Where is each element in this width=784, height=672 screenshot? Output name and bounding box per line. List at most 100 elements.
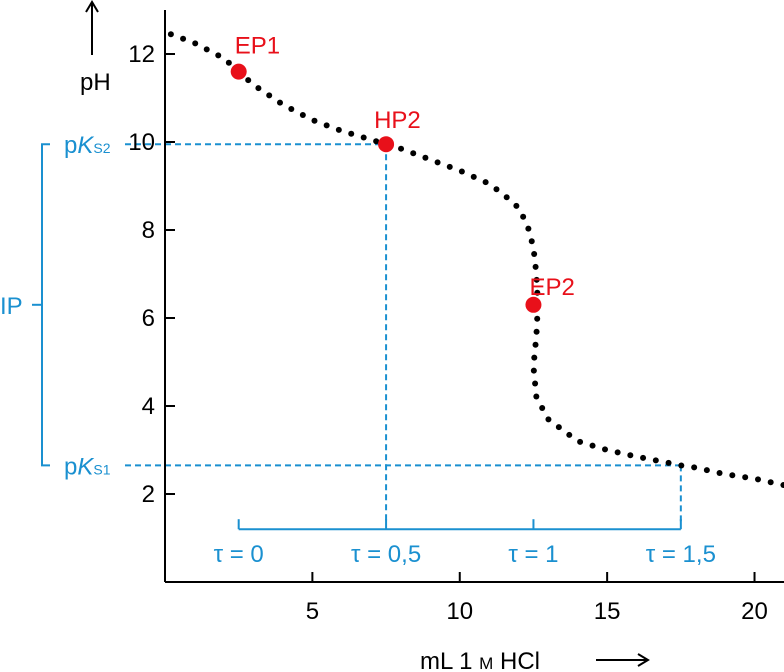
curve-dot-1 xyxy=(180,35,187,42)
ref-label-s2: pKS2 xyxy=(64,132,111,159)
point-label-hp2: HP2 xyxy=(374,107,421,134)
tau-label-2: τ = 1 xyxy=(508,541,558,568)
curve-dot-65 xyxy=(767,479,774,486)
curve-dot-21 xyxy=(410,150,417,157)
curve-dot-44 xyxy=(532,380,539,387)
curve-dot-9 xyxy=(266,92,273,99)
curve-dot-29 xyxy=(503,194,510,201)
curve-dot-28 xyxy=(493,186,500,193)
curve-dot-35 xyxy=(532,263,539,270)
tau-label-3: τ = 1,5 xyxy=(646,541,716,568)
curve-dot-3 xyxy=(203,46,210,53)
x-axis-label: mL 1 M HCl xyxy=(420,648,540,672)
ref-label-s1: pKS1 xyxy=(64,453,111,480)
curve-dot-26 xyxy=(470,173,477,180)
curve-dot-33 xyxy=(528,238,535,245)
tick-layer: 5 10 15 20 2 4 6 8 10 12 xyxy=(128,41,768,625)
curve-dot-55 xyxy=(640,454,647,461)
curve-dot-37 xyxy=(534,289,541,296)
point-label-ep1: EP1 xyxy=(235,33,280,60)
curve-dot-18 xyxy=(373,138,380,145)
curve-dot-39 xyxy=(534,315,541,322)
curve-dot-24 xyxy=(446,163,453,170)
curve-dot-2 xyxy=(192,40,199,47)
annotation-layer: pKS2 pKS1 IP τ = 0 τ = 0,5 τ = 1 τ = 1,5 xyxy=(0,132,716,568)
curve-dot-7 xyxy=(245,77,252,84)
x-tick-label-2: 15 xyxy=(594,598,621,625)
curve-dot-61 xyxy=(716,469,723,476)
curve-dot-42 xyxy=(531,354,538,361)
tau-label-1: τ = 0,5 xyxy=(351,541,421,568)
curve-dot-17 xyxy=(360,134,367,141)
curve-dot-49 xyxy=(566,431,573,438)
x-tick-label-0: 5 xyxy=(306,598,319,625)
curve-dot-16 xyxy=(348,130,355,137)
curve-dot-5 xyxy=(225,59,232,66)
curve-dot-47 xyxy=(545,416,552,423)
curve-dot-57 xyxy=(665,459,672,466)
curve-dot-30 xyxy=(513,202,520,209)
curve-dot-43 xyxy=(530,367,537,374)
curve-dot-56 xyxy=(652,457,659,464)
curve-dot-66 xyxy=(780,482,784,489)
x-axis-label-part-1: mL 1 xyxy=(420,648,479,672)
curve-dot-15 xyxy=(335,126,342,133)
curve-dot-14 xyxy=(323,122,330,129)
titration-curve xyxy=(167,31,784,489)
curve-dot-36 xyxy=(533,276,540,283)
y-tick-label-4: 10 xyxy=(128,129,155,156)
tau-label-0: τ = 0 xyxy=(214,541,264,568)
y-tick-label-1: 4 xyxy=(142,393,155,420)
curve-dot-41 xyxy=(532,341,539,348)
y-tick-label-0: 2 xyxy=(142,481,155,508)
point-ep1 xyxy=(230,63,247,80)
curve-dot-4 xyxy=(215,52,222,59)
x-tick-label-3: 20 xyxy=(741,598,768,625)
curve-dot-23 xyxy=(434,159,441,166)
ip-bracket xyxy=(41,143,50,467)
curve-dot-54 xyxy=(627,452,634,459)
curve-dot-10 xyxy=(276,99,283,106)
point-hp2 xyxy=(378,136,395,153)
axes xyxy=(85,0,784,667)
curve-dot-0 xyxy=(167,31,174,38)
curve-dot-62 xyxy=(729,472,736,479)
curve-dot-48 xyxy=(555,424,562,431)
curve-dot-8 xyxy=(255,85,262,92)
y-tick-label-2: 6 xyxy=(142,305,155,332)
y-tick-label-5: 12 xyxy=(128,41,155,68)
x-axis-label-unit: M xyxy=(479,654,493,672)
y-axis-arrow-head xyxy=(85,0,99,13)
curve-dot-60 xyxy=(703,467,710,474)
curve-dot-12 xyxy=(299,112,306,119)
curve-dot-31 xyxy=(520,213,527,220)
curve-dot-58 xyxy=(678,462,685,469)
curve-dot-20 xyxy=(398,145,405,152)
x-axis-arrow-head xyxy=(637,653,650,667)
x-axis-label-part-2: HCl xyxy=(493,648,540,672)
curve-dot-59 xyxy=(691,464,698,471)
x-tick-label-1: 10 xyxy=(446,598,473,625)
curve-dot-64 xyxy=(755,476,762,483)
point-label-ep2: EP2 xyxy=(529,274,574,301)
ip-label: IP xyxy=(0,293,23,320)
point-ep2 xyxy=(525,296,542,313)
curve-dot-50 xyxy=(577,438,584,445)
curve-dot-27 xyxy=(482,179,489,186)
curve-dot-34 xyxy=(531,250,538,257)
marked-points: EP1 HP2 EP2 xyxy=(230,33,575,313)
curve-dot-11 xyxy=(288,105,295,112)
curve-dot-51 xyxy=(589,442,596,449)
curve-dot-45 xyxy=(533,393,540,400)
y-axis-label: pH xyxy=(80,69,111,96)
curve-dot-63 xyxy=(742,474,749,481)
curve-dot-46 xyxy=(539,405,546,412)
curve-dot-52 xyxy=(602,446,609,453)
curve-dot-40 xyxy=(533,328,540,335)
curve-dot-53 xyxy=(614,449,621,456)
curve-dot-25 xyxy=(458,168,465,175)
y-tick-label-3: 8 xyxy=(142,217,155,244)
curve-dot-32 xyxy=(525,225,532,232)
curve-dot-22 xyxy=(422,154,429,161)
